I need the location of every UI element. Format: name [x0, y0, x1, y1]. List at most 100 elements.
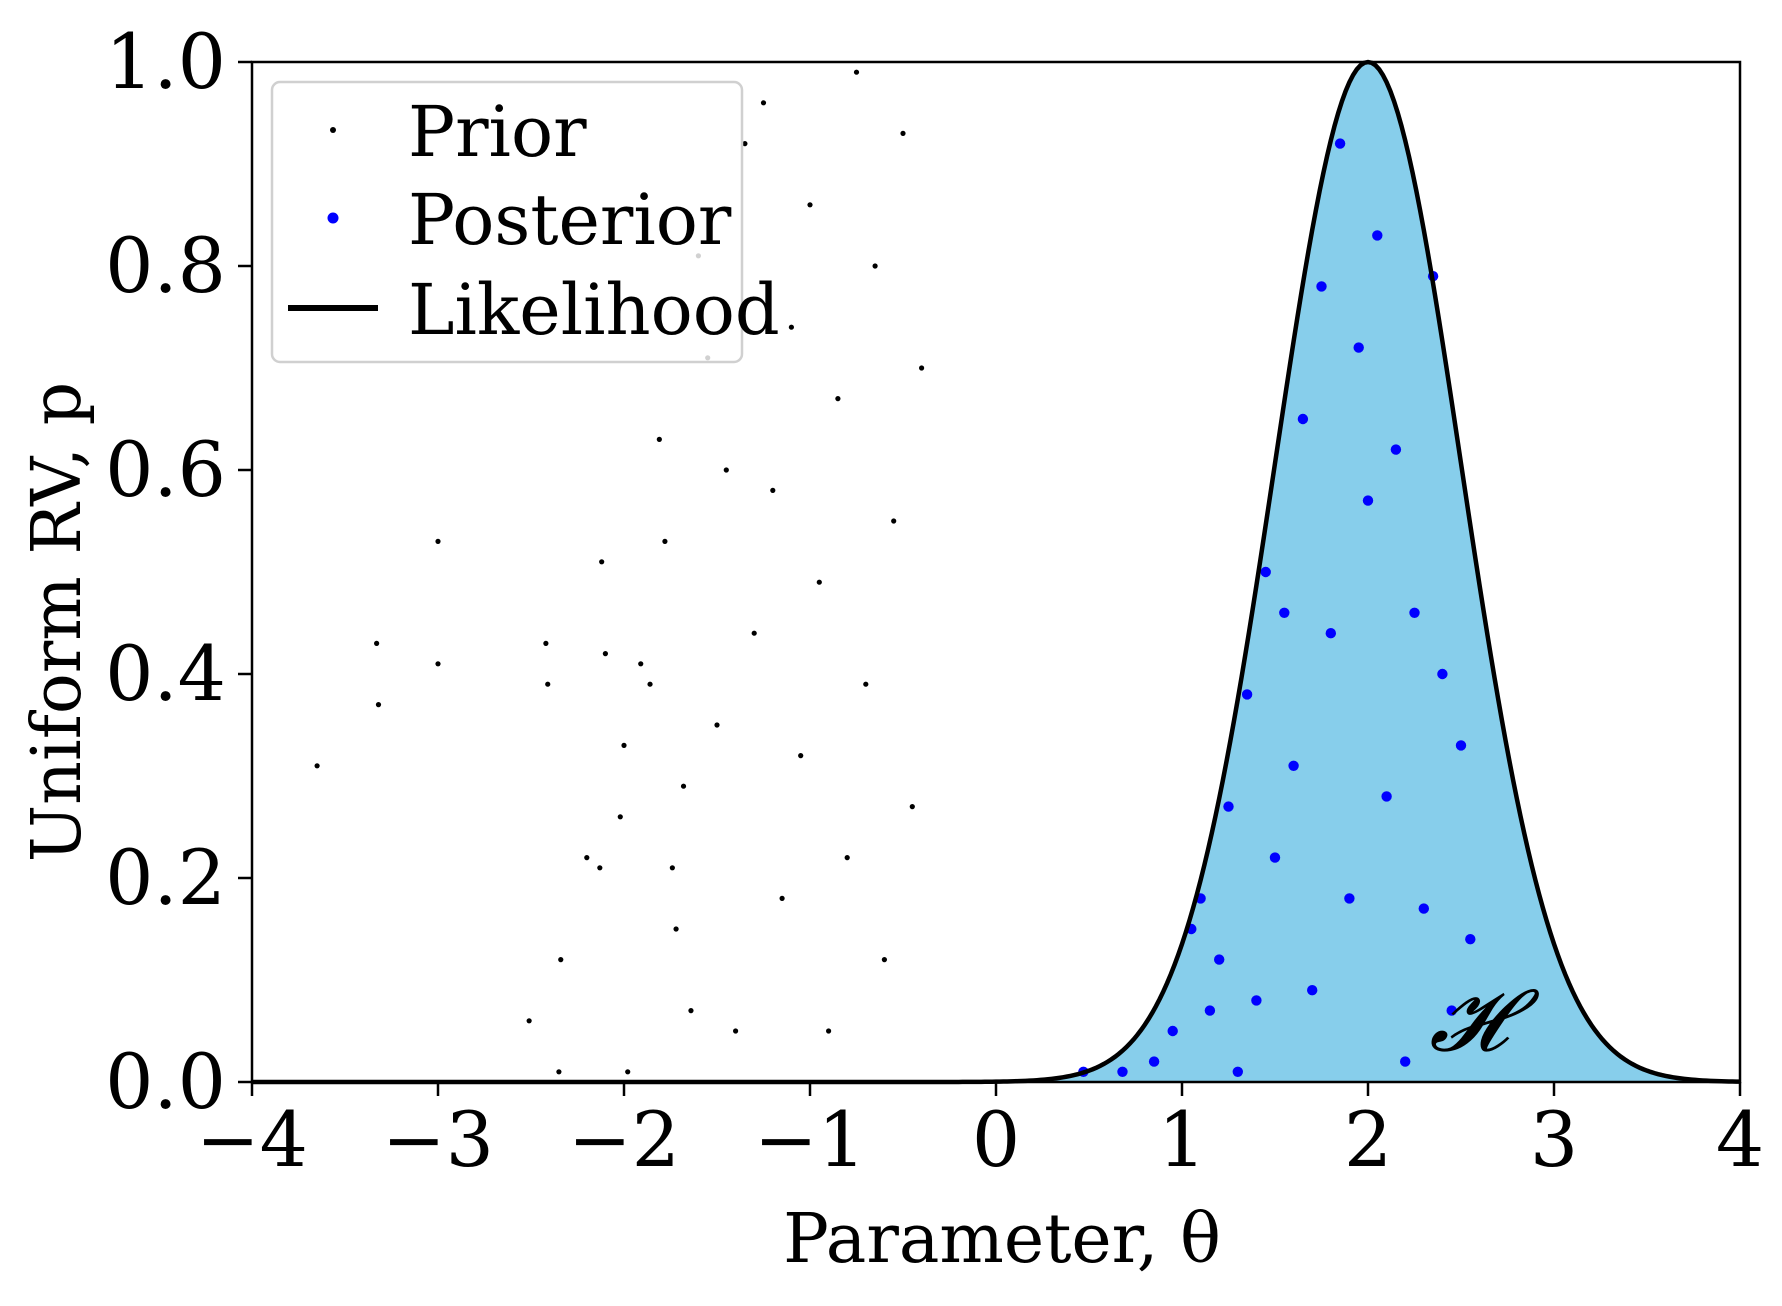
- posterior-point: [1381, 791, 1392, 802]
- posterior-point: [1455, 740, 1467, 751]
- prior-point: [863, 681, 869, 687]
- prior-point: [597, 865, 603, 871]
- y-tick-label: 0.0: [105, 1037, 226, 1126]
- posterior-point: [1334, 138, 1346, 149]
- posterior-point: [1400, 1056, 1411, 1067]
- prior-point: [617, 814, 623, 820]
- posterior-point: [1279, 607, 1290, 618]
- prior-point: [909, 804, 915, 810]
- prior-point: [919, 365, 925, 371]
- posterior-point: [1223, 801, 1234, 812]
- prior-point: [314, 763, 320, 769]
- posterior-point: [1269, 852, 1281, 863]
- posterior-point: [1307, 985, 1318, 996]
- legend-box: [270, 80, 744, 364]
- prior-point: [625, 1069, 631, 1075]
- likelihood-layer: [252, 62, 1740, 1082]
- posterior-point: [1465, 934, 1476, 945]
- prior-point: [816, 579, 822, 585]
- prior-point: [835, 396, 841, 402]
- posterior-point: [1260, 566, 1271, 578]
- prior-point: [844, 855, 850, 861]
- posterior-point: [1353, 342, 1364, 353]
- likelihood-fill: [252, 62, 1740, 1082]
- posterior-point: [1241, 689, 1253, 700]
- posterior-point: [1418, 903, 1430, 914]
- legend-label: Likelihood: [408, 269, 780, 351]
- prior-point: [375, 702, 382, 708]
- posterior-point: [1232, 1066, 1244, 1078]
- prior-point: [900, 130, 906, 136]
- x-tick-label: −3: [382, 1095, 494, 1184]
- y-axis-label: Uniform RV, p: [18, 382, 97, 862]
- prior-point: [779, 895, 785, 902]
- ticks: −4 −3 −2 −1 0 1 2 3 4 0.0 0.2 0.4 0.6 0.8 1.0: [105, 17, 1764, 1184]
- posterior-point: [1316, 281, 1327, 292]
- prior-point: [543, 640, 549, 647]
- prior-point: [742, 141, 748, 147]
- posterior-point: [1409, 607, 1420, 618]
- legend-prior-marker: [330, 127, 336, 133]
- likelihood-curve: [252, 59, 1741, 1085]
- y-tick-label: 0.2: [105, 833, 226, 922]
- posterior-point: [1167, 1025, 1178, 1037]
- prior-point: [853, 69, 860, 75]
- prior-point: [656, 436, 662, 442]
- prior-point: [881, 957, 888, 963]
- prior-point: [374, 640, 380, 647]
- prior-point: [760, 100, 767, 106]
- y-tick-label: 0.6: [105, 425, 226, 514]
- posterior-point: [1297, 413, 1309, 425]
- prior-points: [314, 69, 925, 1075]
- posterior-point: [1390, 444, 1402, 455]
- posterior-point: [1446, 1005, 1457, 1016]
- posterior-point: [1372, 230, 1383, 241]
- prior-point: [673, 926, 679, 932]
- prior-point: [872, 263, 878, 269]
- posterior-point: [1117, 1066, 1128, 1078]
- legend-label: Prior: [408, 91, 587, 173]
- prior-point: [621, 742, 627, 749]
- x-tick-label: −1: [754, 1095, 866, 1184]
- posterior-point: [1437, 668, 1448, 680]
- prior-point: [788, 324, 795, 330]
- y-tick-label: 0.4: [105, 629, 226, 718]
- y-tick-label: 1.0: [105, 17, 226, 106]
- posterior-point: [1251, 995, 1262, 1006]
- prior-point: [435, 538, 441, 545]
- prior-point: [798, 753, 804, 759]
- x-tick-label: 4: [1716, 1095, 1764, 1184]
- prior-point: [599, 559, 605, 565]
- prior-point: [751, 630, 757, 636]
- x-tick-label: −4: [196, 1095, 308, 1184]
- prior-point: [723, 467, 729, 473]
- prior-point: [680, 783, 687, 789]
- prior-point: [733, 1028, 739, 1034]
- y-tick-label: 0.8: [105, 221, 226, 310]
- x-tick-label: 0: [972, 1095, 1020, 1184]
- prior-point: [435, 661, 441, 667]
- posterior-point: [1214, 954, 1225, 965]
- prior-point: [584, 855, 590, 861]
- prior-point: [826, 1028, 832, 1034]
- prior-point: [714, 722, 720, 728]
- prior-point: [891, 518, 897, 524]
- x-axis-label: Parameter, θ: [783, 1200, 1221, 1279]
- posterior-point: [1288, 760, 1299, 771]
- x-tick-label: 1: [1158, 1095, 1206, 1184]
- prior-point: [647, 681, 653, 687]
- legend-label: Posterior: [408, 179, 732, 261]
- x-tick-label: 3: [1530, 1095, 1578, 1184]
- prior-point: [669, 865, 675, 871]
- posterior-point: [1148, 1056, 1160, 1067]
- prior-point: [807, 202, 813, 208]
- prior-point: [602, 651, 609, 657]
- posterior-point: [1325, 628, 1337, 639]
- x-tick-label: 2: [1344, 1095, 1392, 1184]
- prior-point: [558, 957, 564, 963]
- prior-point: [688, 1008, 694, 1014]
- prior-point: [526, 1018, 532, 1024]
